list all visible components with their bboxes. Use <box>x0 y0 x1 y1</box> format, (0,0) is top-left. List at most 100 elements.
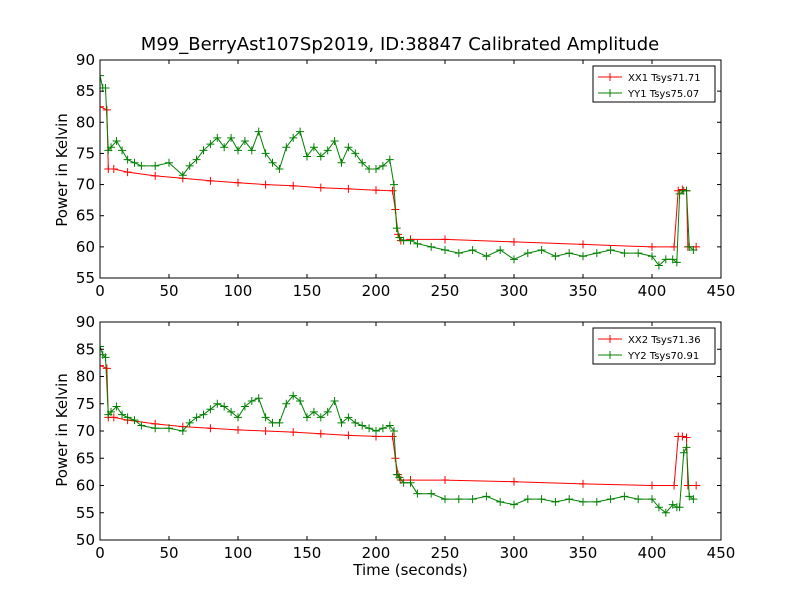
bottom-series-1-point <box>692 481 701 490</box>
bottom-series-2-point <box>358 421 367 430</box>
bottom-legend-1-marker <box>606 335 614 343</box>
bottom-x-tick-label: 400 <box>638 544 667 562</box>
top-series-1-point <box>151 171 160 180</box>
bottom-series-2-point <box>118 410 127 419</box>
bottom-legend-1-label: XX2 Tsys71.36 <box>628 335 701 346</box>
bottom-series-1-group <box>100 361 701 490</box>
top-series-2-point <box>661 255 670 264</box>
bottom-x-tick-label: 150 <box>293 544 322 562</box>
top-series-2-point <box>123 155 132 164</box>
bottom-series-2-point <box>213 399 222 408</box>
top-series-2-point <box>192 155 201 164</box>
bottom-series-2-point <box>654 503 663 512</box>
top-series-2-point <box>100 71 104 80</box>
bottom-series-2-point <box>634 495 643 504</box>
bottom-series-2-point <box>323 407 332 416</box>
bottom-y-tick-label: 65 <box>76 449 95 467</box>
bottom-x-tick-label: 0 <box>95 544 105 562</box>
bottom-series-2-point <box>309 407 318 416</box>
bottom-x-tick-label: 200 <box>362 544 391 562</box>
bottom-series-2-point <box>101 353 110 362</box>
bottom-series-1-point <box>678 432 687 441</box>
bottom-y-tick-label: 60 <box>76 477 95 495</box>
bottom-series-1-point <box>234 425 242 434</box>
top-series-2-point <box>372 165 380 173</box>
bottom-series-2-point <box>282 399 291 408</box>
bottom-series-2-point <box>192 413 201 422</box>
bottom-series-2-point <box>296 397 305 406</box>
bottom-y-tick-label: 55 <box>76 504 95 522</box>
bottom-series-2-point <box>351 418 360 427</box>
top-series-2-point <box>389 180 398 189</box>
bottom-series-2-point <box>648 495 656 504</box>
top-y-tick-label: 65 <box>76 207 95 225</box>
bottom-series-1-point <box>670 481 679 490</box>
bottom-series-2-point <box>206 405 215 414</box>
bottom-series-2-point <box>682 443 691 452</box>
top-series-2-group <box>100 71 698 270</box>
bottom-series-2-point <box>378 424 387 433</box>
bottom-legend-box <box>592 327 716 365</box>
top-y-tick-label: 80 <box>76 113 95 131</box>
bottom-series-2-group <box>100 342 698 517</box>
top-series-1-point <box>579 240 587 249</box>
bottom-series-2-point <box>389 427 398 435</box>
bottom-x-tick-label: 50 <box>159 544 178 562</box>
bottom-series-1-point <box>344 431 353 440</box>
bottom-series-2-point <box>137 421 146 430</box>
top-x-tick-label: 100 <box>224 282 253 300</box>
bottom-x-tick-label: 300 <box>500 544 529 562</box>
top-x-tick-label: 450 <box>707 282 736 300</box>
bottom-series-2-point <box>261 413 270 422</box>
top-series-2-point <box>454 249 463 258</box>
top-series-2-point <box>344 143 353 152</box>
top-x-tick-label: 300 <box>500 282 529 300</box>
top-y-axis-label: Power in Kelvin <box>53 113 71 227</box>
top-series-2-point <box>323 146 332 155</box>
bottom-series-2-point <box>406 478 415 487</box>
top-series-2-point <box>296 127 305 136</box>
top-series-2-point <box>112 136 121 145</box>
top-series-2-point <box>316 152 325 161</box>
bottom-series-1-point <box>289 428 298 437</box>
top-y-tick-label: 90 <box>76 51 95 69</box>
top-series-2-point <box>130 158 139 167</box>
top-series-1-point <box>234 178 242 187</box>
bottom-y-tick-label: 70 <box>76 422 95 440</box>
top-series-2-point <box>165 158 173 167</box>
top-legend-1-label: XX1 Tsys71.71 <box>628 73 701 84</box>
bottom-series-2-point <box>240 402 249 411</box>
top-x-tick-label: 0 <box>95 282 105 300</box>
top-series-2-point <box>330 136 339 145</box>
bottom-x-tick-label: 100 <box>224 544 253 562</box>
bottom-series-2-point <box>685 492 694 501</box>
bottom-series-2-point <box>330 397 339 406</box>
top-legend-1-marker <box>606 73 614 81</box>
bottom-series-1-point <box>206 424 215 433</box>
top-series-2-point <box>118 146 127 155</box>
top-series-2-point <box>496 245 505 254</box>
top-x-tick-label: 350 <box>569 282 598 300</box>
top-y-tick-label: 75 <box>76 144 95 162</box>
bottom-series-2-point <box>413 489 422 498</box>
bottom-series-2-point <box>689 495 698 504</box>
bottom-series-2-point <box>100 342 104 351</box>
top-series-2-point <box>427 242 436 251</box>
top-series-1-point <box>441 235 449 244</box>
bottom-series-2-point <box>441 495 449 504</box>
top-series-2-point <box>551 252 560 261</box>
bottom-x-tick-label: 350 <box>569 544 598 562</box>
bottom-legend-2-label: YY2 Tsys70.91 <box>627 351 699 362</box>
top-x-tick-label: 250 <box>431 282 460 300</box>
bottom-series-2-point <box>551 497 560 506</box>
bottom-series-2-point <box>365 424 374 433</box>
bottom-series-2-point <box>523 495 532 504</box>
top-y-tick-label: 70 <box>76 176 95 194</box>
top-series-2-point <box>606 245 615 254</box>
bottom-series-2-point <box>468 495 477 504</box>
top-series-2-point <box>682 186 691 195</box>
top-series-2-point <box>510 255 518 264</box>
bottom-series-1-point <box>683 481 692 490</box>
bottom-series-2-point <box>220 402 229 411</box>
